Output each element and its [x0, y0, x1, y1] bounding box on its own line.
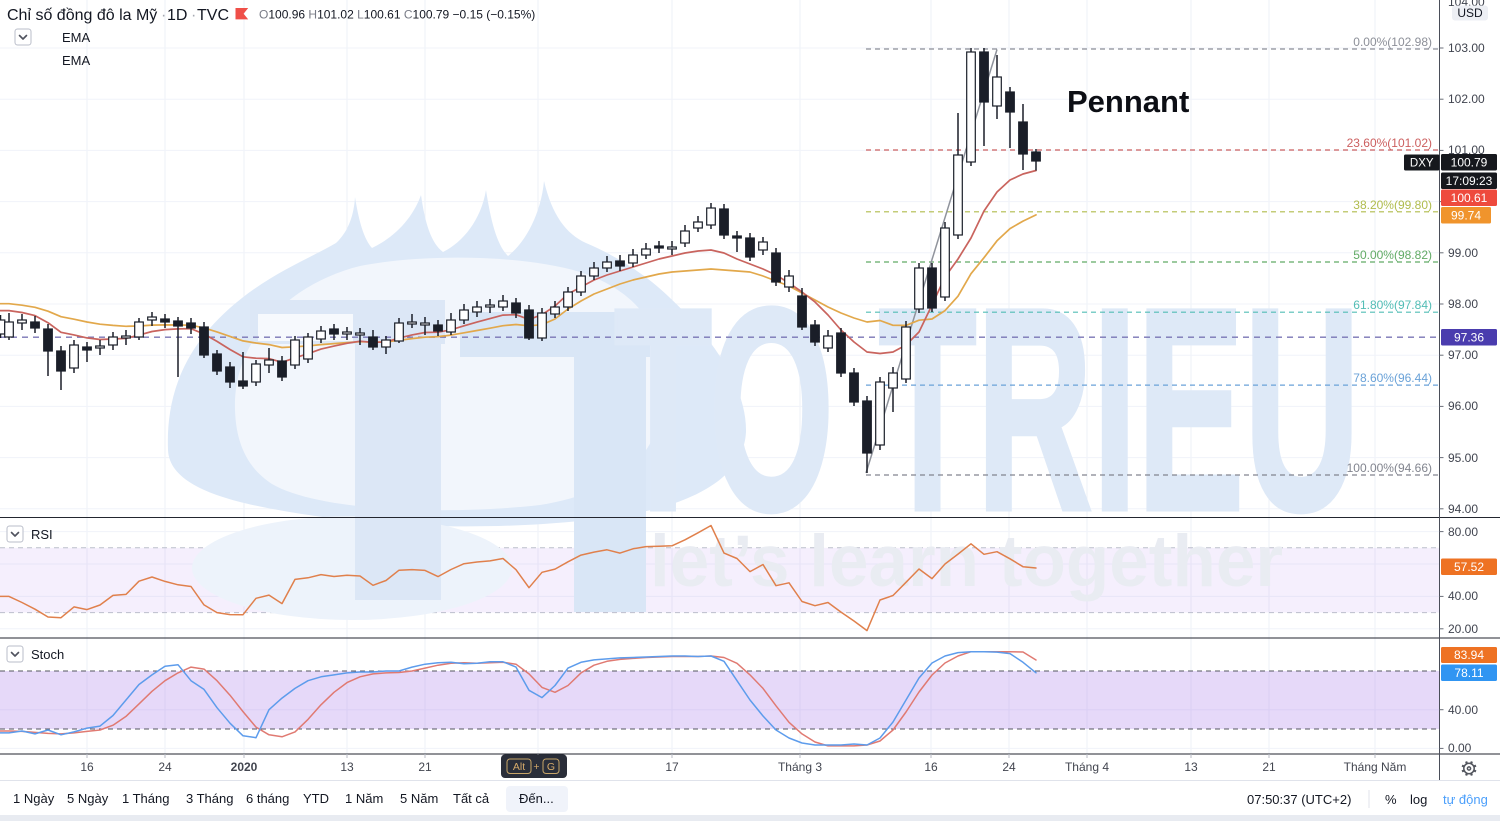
- svg-text:3 Tháng: 3 Tháng: [186, 791, 233, 806]
- svg-text:21: 21: [418, 760, 432, 774]
- svg-text:99.74: 99.74: [1451, 208, 1481, 222]
- svg-text:O100.96 H101.02 L100.61 C100.7: O100.96 H101.02 L100.61 C100.79 −0.15 (−…: [259, 8, 535, 22]
- svg-text:99.00: 99.00: [1448, 246, 1478, 260]
- svg-text:103.00: 103.00: [1448, 41, 1485, 55]
- svg-text:83.94: 83.94: [1454, 648, 1484, 662]
- svg-text:24: 24: [158, 760, 172, 774]
- svg-text:EMA: EMA: [62, 30, 91, 45]
- svg-text:97.36: 97.36: [1454, 330, 1484, 344]
- svg-text:102.00: 102.00: [1448, 92, 1485, 106]
- svg-text:50.00%(98.82): 50.00%(98.82): [1353, 248, 1432, 262]
- svg-text:24: 24: [1002, 760, 1016, 774]
- svg-text:5 Năm: 5 Năm: [400, 791, 438, 806]
- svg-text:21: 21: [1262, 760, 1276, 774]
- svg-text:Đến...: Đến...: [519, 791, 554, 806]
- svg-text:61.80%(97.84): 61.80%(97.84): [1353, 298, 1432, 312]
- svg-text:40.00: 40.00: [1448, 589, 1478, 603]
- svg-text:96.00: 96.00: [1448, 399, 1478, 413]
- svg-text:20.00: 20.00: [1448, 622, 1478, 636]
- svg-text:log: log: [1410, 792, 1427, 807]
- svg-text:G: G: [547, 761, 555, 773]
- svg-text:80.00: 80.00: [1448, 525, 1478, 539]
- svg-text:5 Ngày: 5 Ngày: [67, 791, 109, 806]
- svg-text:RSI: RSI: [31, 527, 53, 542]
- svg-text:0.00%(102.98): 0.00%(102.98): [1353, 35, 1432, 49]
- svg-text:YTD: YTD: [303, 791, 329, 806]
- svg-text:USD: USD: [1457, 6, 1483, 20]
- svg-text:16: 16: [80, 760, 94, 774]
- svg-text:07:50:37 (UTC+2): 07:50:37 (UTC+2): [1247, 792, 1351, 807]
- svg-text:13: 13: [340, 760, 354, 774]
- svg-text:78.11: 78.11: [1454, 666, 1483, 680]
- svg-text:Alt: Alt: [513, 761, 525, 773]
- svg-text:Pennant: Pennant: [1067, 84, 1189, 119]
- svg-text:38.20%(99.80): 38.20%(99.80): [1353, 198, 1432, 212]
- svg-text:57.52: 57.52: [1454, 560, 1484, 574]
- svg-text:Tháng Năm: Tháng Năm: [1344, 760, 1407, 774]
- svg-text:Chỉ số đồng đô la Mỹ: Chỉ số đồng đô la Mỹ: [7, 7, 157, 24]
- svg-text:+: +: [533, 761, 539, 773]
- svg-text:Tất cả: Tất cả: [453, 791, 490, 806]
- svg-text:1D: 1D: [167, 7, 187, 24]
- svg-text:EMA: EMA: [62, 53, 91, 68]
- svg-text:TVC: TVC: [197, 7, 229, 24]
- svg-text:0.00: 0.00: [1448, 741, 1472, 755]
- svg-text:94.00: 94.00: [1448, 502, 1478, 516]
- svg-text:98.00: 98.00: [1448, 297, 1478, 311]
- svg-text:100.00%(94.66): 100.00%(94.66): [1347, 461, 1432, 475]
- svg-text:tự động: tự động: [1443, 792, 1488, 807]
- svg-text:2020: 2020: [231, 760, 258, 774]
- svg-text:104.00: 104.00: [1448, 0, 1485, 9]
- svg-text:%: %: [1385, 792, 1397, 807]
- svg-text:78.60%(96.44): 78.60%(96.44): [1353, 371, 1432, 385]
- svg-text:·: ·: [161, 7, 166, 24]
- svg-text:1 Ngày: 1 Ngày: [13, 791, 55, 806]
- svg-text:97.00: 97.00: [1448, 348, 1478, 362]
- svg-text:100.61: 100.61: [1451, 191, 1488, 205]
- svg-text:DXY: DXY: [1410, 158, 1434, 170]
- svg-text:101.00: 101.00: [1448, 143, 1485, 157]
- svg-text:13: 13: [1184, 760, 1198, 774]
- svg-text:100.79: 100.79: [1451, 155, 1488, 169]
- svg-text:Tháng 3: Tháng 3: [778, 760, 822, 774]
- svg-text:Stoch: Stoch: [31, 647, 64, 662]
- svg-text:95.00: 95.00: [1448, 451, 1478, 465]
- svg-text:let’s learn together: let’s learn together: [650, 521, 1283, 602]
- svg-text:17: 17: [665, 760, 679, 774]
- svg-text:1 Năm: 1 Năm: [345, 791, 383, 806]
- svg-text:23.60%(101.02): 23.60%(101.02): [1347, 136, 1432, 150]
- svg-text:1 Tháng: 1 Tháng: [122, 791, 169, 806]
- svg-text:Tháng 4: Tháng 4: [1065, 760, 1109, 774]
- svg-text:16: 16: [924, 760, 938, 774]
- svg-text:·: ·: [191, 7, 196, 24]
- svg-text:40.00: 40.00: [1448, 703, 1478, 717]
- svg-text:6 tháng: 6 tháng: [246, 791, 289, 806]
- svg-text:17:09:23: 17:09:23: [1446, 174, 1493, 188]
